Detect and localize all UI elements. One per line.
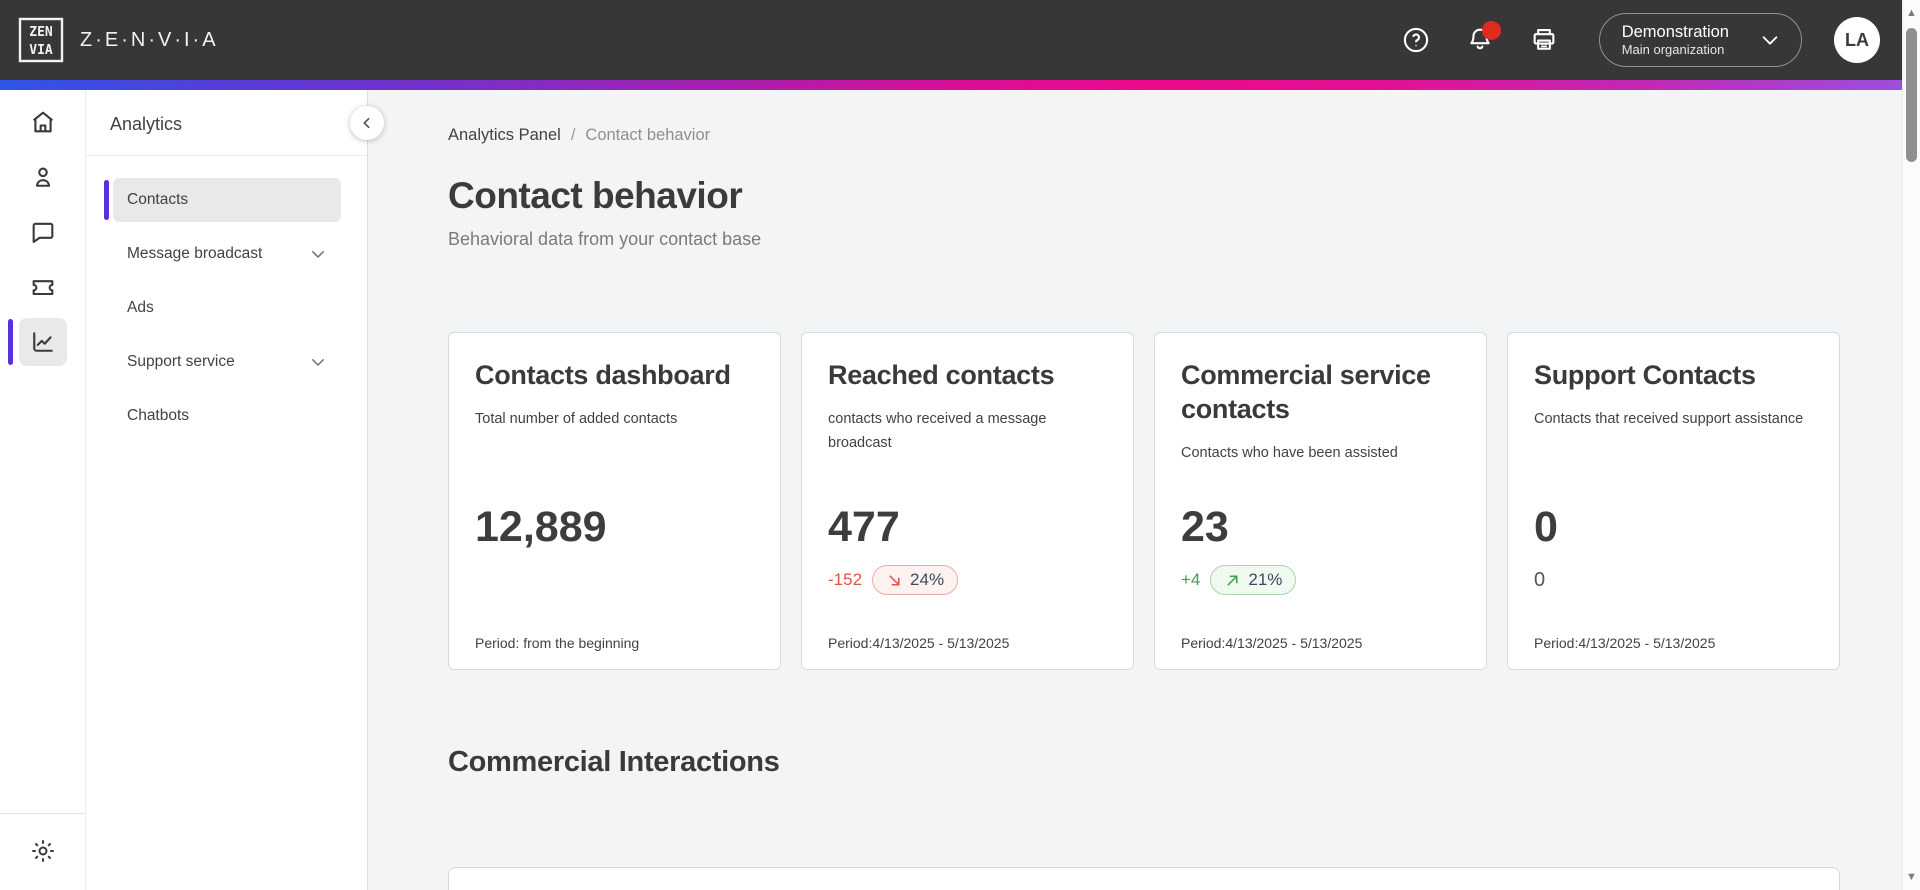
card-period: Period:4/13/2025 - 5/13/2025 — [1181, 635, 1363, 651]
side-panel-title: Analytics — [110, 114, 183, 134]
card-description: Contacts who have been assisted — [1181, 444, 1398, 461]
trend-up-arrow-icon — [1224, 572, 1241, 589]
menu-item-ads[interactable]: Ads — [113, 286, 341, 330]
card-commercial-service-contacts: Commercial service contacts Contacts who… — [1154, 332, 1487, 670]
chevron-left-icon — [359, 115, 375, 131]
printer-icon[interactable] — [1529, 25, 1559, 55]
trend-down-arrow-icon — [886, 572, 903, 589]
line-chart-icon — [29, 328, 57, 356]
organization-subtitle: Main organization — [1621, 42, 1725, 58]
card-value: 477 — [828, 503, 900, 551]
card-period: Period:4/13/2025 - 5/13/2025 — [828, 635, 1010, 651]
organization-labels: Demonstration Main organization — [1622, 22, 1729, 59]
card-period: Period: from the beginning — [475, 635, 640, 651]
person-icon — [29, 163, 57, 191]
card-description: Contacts that received support assistanc… — [1534, 410, 1804, 427]
chevron-down-icon — [309, 245, 327, 263]
card-support-contacts: Support Contacts Contacts that received … — [1507, 332, 1840, 670]
help-icon[interactable] — [1401, 25, 1431, 55]
page-title: Contact behavior — [448, 175, 743, 216]
notification-badge — [1481, 21, 1501, 40]
card-secondary-value: 0 — [1534, 569, 1546, 591]
trend-percent: 21% — [1248, 570, 1283, 589]
card-trend-row: +4 21% — [1181, 565, 1297, 595]
section-title-commercial-interactions: Commercial Interactions — [448, 746, 780, 778]
card-value: 12,889 — [475, 503, 607, 551]
page-subtitle: Behavioral data from your contact base — [448, 229, 762, 249]
card-period: Period:4/13/2025 - 5/13/2025 — [1534, 635, 1716, 651]
home-icon — [29, 108, 57, 136]
card-value: 23 — [1181, 503, 1229, 551]
card-title: Commercial service contacts — [1181, 360, 1431, 424]
brand-gradient-strip — [0, 80, 1920, 90]
card-value: 0 — [1534, 503, 1558, 551]
card-trend-row: -152 24% — [828, 565, 959, 595]
menu-item-chatbots[interactable]: Chatbots — [113, 394, 341, 438]
menu-item-label: Support service — [127, 353, 235, 370]
scrollbar-thumb[interactable] — [1906, 28, 1917, 162]
trend-badge: 21% — [1210, 565, 1297, 595]
svg-text:ZEN: ZEN — [29, 25, 53, 40]
breadcrumb: Analytics Panel / Contact behavior — [448, 126, 1840, 145]
side-panel-header: Analytics — [86, 90, 367, 156]
top-bar: ZEN VIA Z·E·N·V·I·A — [0, 0, 1920, 80]
menu-item-contacts[interactable]: Contacts — [104, 178, 341, 222]
card-title: Support Contacts — [1534, 360, 1756, 390]
ticket-icon — [29, 273, 57, 301]
breadcrumb-analytics-panel[interactable]: Analytics Panel — [448, 126, 561, 144]
card-title: Contacts dashboard — [475, 360, 731, 390]
scrollbar-down-arrow[interactable]: ▼ — [1906, 871, 1917, 883]
sidebar-item-conversations[interactable] — [19, 208, 67, 256]
analytics-menu: Contacts Message broadcast Ads Support s… — [86, 156, 367, 438]
menu-item-message-broadcast[interactable]: Message broadcast — [113, 232, 341, 276]
chat-bubble-icon — [29, 218, 57, 246]
sidebar-item-contacts[interactable] — [19, 153, 67, 201]
rail-footer — [0, 813, 85, 890]
gear-icon — [29, 837, 57, 865]
menu-item-label: Message broadcast — [127, 245, 263, 262]
trend-percent: 24% — [910, 570, 945, 589]
icon-rail — [0, 90, 86, 890]
trend-badge: 24% — [872, 565, 959, 595]
notifications-bell-icon[interactable] — [1465, 21, 1501, 55]
organization-name: Demonstration — [1621, 22, 1729, 41]
delta-value: -152 — [828, 570, 863, 589]
collapse-panel-button[interactable] — [350, 106, 384, 140]
sidebar-item-tickets[interactable] — [19, 263, 67, 311]
analytics-side-panel: Analytics Contacts Message broadcast Ads… — [86, 90, 384, 890]
organization-switcher[interactable]: Demonstration Main organization — [1598, 13, 1802, 67]
svg-text:VIA: VIA — [29, 43, 53, 58]
menu-item-label: Contacts — [127, 191, 189, 208]
card-description: contacts who received a message broadcas… — [828, 410, 1047, 452]
sidebar-item-analytics[interactable] — [7, 318, 67, 366]
menu-item-support-service[interactable]: Support service — [113, 340, 341, 384]
commercial-interactions-card-partial — [448, 867, 1840, 890]
user-avatar[interactable]: LA — [1834, 17, 1880, 63]
breadcrumb-separator: / — [570, 126, 576, 144]
content-area: Analytics Panel / Contact behavior Conta… — [368, 90, 1920, 890]
scrollbar-up-arrow[interactable]: ▲ — [1906, 7, 1917, 19]
chevron-down-icon — [1759, 29, 1781, 51]
card-title: Reached contacts — [828, 360, 1055, 390]
menu-item-label: Chatbots — [127, 407, 190, 424]
menu-item-label: Ads — [127, 299, 154, 316]
kpi-cards-row: Contacts dashboard Total number of added… — [448, 332, 1840, 670]
header-actions: Demonstration Main organization LA — [1367, 13, 1880, 67]
sidebar-item-settings[interactable] — [19, 827, 67, 875]
breadcrumb-current: Contact behavior — [585, 126, 711, 144]
sidebar-item-home[interactable] — [19, 98, 67, 146]
card-reached-contacts: Reached contacts contacts who received a… — [801, 332, 1134, 670]
brand-wordmark: Z·E·N·V·I·A — [80, 28, 219, 51]
card-contacts-dashboard: Contacts dashboard Total number of added… — [448, 332, 781, 670]
scrollbar[interactable]: ▲ ▼ — [1902, 0, 1920, 890]
main-layout: Analytics Contacts Message broadcast Ads… — [0, 90, 1920, 890]
card-description: Total number of added contacts — [475, 410, 678, 427]
zenvia-logo-icon[interactable]: ZEN VIA — [18, 17, 64, 63]
chevron-down-icon — [309, 353, 327, 371]
delta-value: +4 — [1181, 570, 1201, 589]
